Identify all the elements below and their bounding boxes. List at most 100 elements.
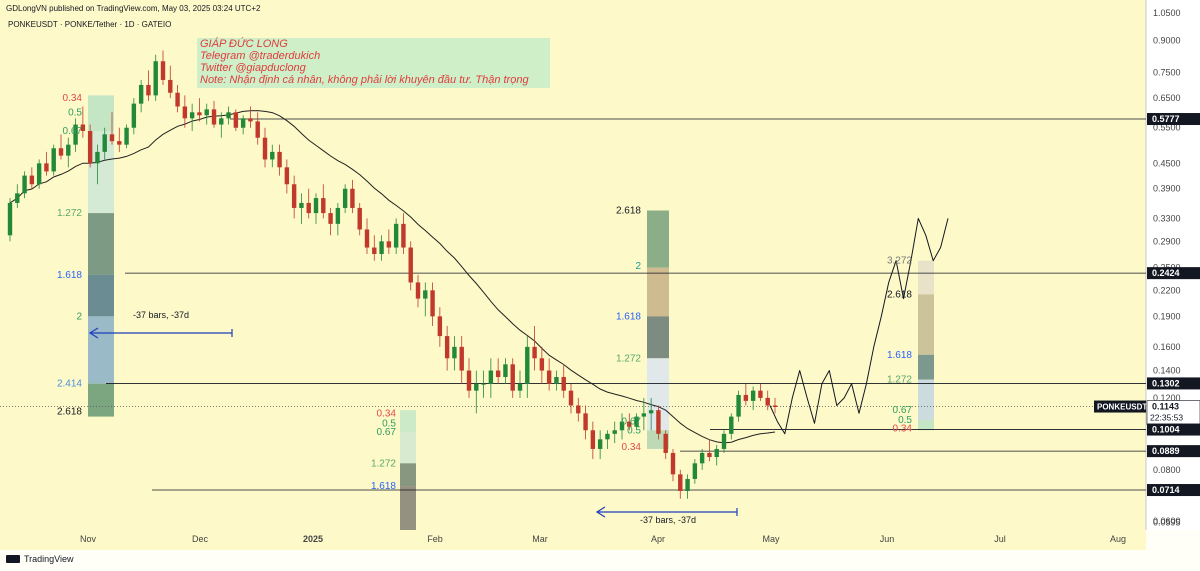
candle-body-68[interactable] [495,370,501,377]
candle-body-101[interactable] [736,394,741,417]
candle-body-69[interactable] [503,364,508,377]
candle-body-102[interactable] [743,394,749,401]
candle-body-92[interactable] [670,452,676,475]
candle-body-21[interactable] [153,61,158,96]
candle-body-13[interactable] [95,151,100,164]
candle-body-34[interactable] [248,118,253,122]
candle-body-38[interactable] [277,151,282,168]
candle-body-4[interactable] [29,175,35,185]
candle-body-67[interactable] [488,370,494,384]
candle-body-32[interactable] [233,112,239,128]
candle-body-76[interactable] [554,376,559,384]
candle-body-56[interactable] [408,247,413,283]
candle-body-81[interactable] [590,430,596,449]
candle-body-12[interactable] [87,130,93,164]
candle-body-48[interactable] [350,188,355,208]
candle-body-33[interactable] [240,118,246,128]
candle-body-77[interactable] [561,376,566,391]
candle-body-105[interactable] [765,397,770,406]
candle-body-14[interactable] [102,134,107,152]
candle-body-75[interactable] [546,370,552,384]
candle-body-55[interactable] [401,223,406,248]
candle-body-88[interactable] [641,413,647,417]
candle-body-94[interactable] [685,478,690,492]
candle-body-85[interactable] [619,421,625,431]
candle-body-46[interactable] [335,207,341,224]
candle-body-54[interactable] [393,223,399,248]
candle-body-62[interactable] [452,346,457,359]
candle-body-50[interactable] [364,229,370,248]
candle-body-47[interactable] [342,188,348,208]
candle-body-20[interactable] [146,84,151,96]
candle-body-64[interactable] [466,370,472,391]
candle-body-29[interactable] [211,109,217,125]
candle-body-86[interactable] [627,421,632,427]
candle-body-37[interactable] [270,151,275,160]
candle-body-93[interactable] [678,474,683,492]
candle-body-99[interactable] [721,433,727,449]
candle-body-98[interactable] [714,448,719,458]
candle-body-90[interactable] [656,410,661,434]
candle-body-61[interactable] [444,336,450,359]
candle-body-40[interactable] [291,184,297,208]
candle-body-70[interactable] [510,364,515,391]
candle-body-97[interactable] [707,452,712,458]
candle-body-28[interactable] [204,109,209,116]
candle-body-11[interactable] [80,124,86,131]
candle-body-19[interactable] [138,84,144,104]
candle-body-91[interactable] [663,433,668,453]
candle-body-58[interactable] [423,290,428,299]
candle-body-53[interactable] [386,241,392,248]
candle-body-65[interactable] [474,383,479,391]
candle-body-43[interactable] [313,198,319,214]
candle-body-1[interactable] [7,202,13,236]
candle-body-30[interactable] [219,118,224,125]
candle-body-59[interactable] [430,290,435,317]
candle-body-87[interactable] [634,416,639,427]
candle-body-25[interactable] [182,106,188,119]
candle-body-23[interactable] [168,79,173,93]
candle-body-96[interactable] [699,452,705,464]
candle-body-57[interactable] [415,282,421,299]
candle-body-66[interactable] [481,383,486,385]
candle-body-84[interactable] [612,430,617,434]
candle-body-78[interactable] [568,390,574,406]
candle-body-24[interactable] [175,92,180,107]
candle-body-6[interactable] [44,163,49,172]
tradingview-logo[interactable]: TradingView [6,554,74,564]
candle-body-41[interactable] [299,202,304,208]
candle-body-10[interactable] [73,124,78,145]
candle-body-83[interactable] [605,433,610,440]
candle-body-39[interactable] [284,167,290,185]
candle-body-80[interactable] [583,413,588,431]
candle-body-27[interactable] [197,112,202,116]
candle-body-71[interactable] [517,383,523,391]
candle-body-52[interactable] [379,241,384,254]
candle-body-2[interactable] [15,193,20,203]
candle-body-100[interactable] [729,416,734,434]
candle-body-18[interactable] [131,103,137,128]
candle-body-60[interactable] [437,316,443,337]
candle-body-42[interactable] [306,202,311,214]
candle-body-79[interactable] [576,405,581,414]
candle-body-63[interactable] [459,346,464,371]
candle-body-26[interactable] [189,112,195,119]
candle-body-89[interactable] [648,410,654,414]
candle-body-73[interactable] [532,346,537,359]
candle-body-31[interactable] [226,112,231,119]
candle-body-74[interactable] [539,358,545,371]
candle-body-16[interactable] [117,141,122,145]
candle-body-44[interactable] [321,198,326,214]
candle-body-5[interactable] [36,163,42,185]
candle-body-9[interactable] [66,144,71,156]
candle-body-51[interactable] [372,247,377,254]
candle-body-106[interactable] [772,405,778,408]
candle-body-49[interactable] [357,207,362,230]
candle-body-8[interactable] [58,148,64,156]
candle-body-22[interactable] [160,61,166,80]
candle-body-36[interactable] [262,137,268,160]
candle-body-3[interactable] [22,175,27,194]
candle-body-82[interactable] [597,439,603,449]
candle-body-95[interactable] [692,463,698,479]
